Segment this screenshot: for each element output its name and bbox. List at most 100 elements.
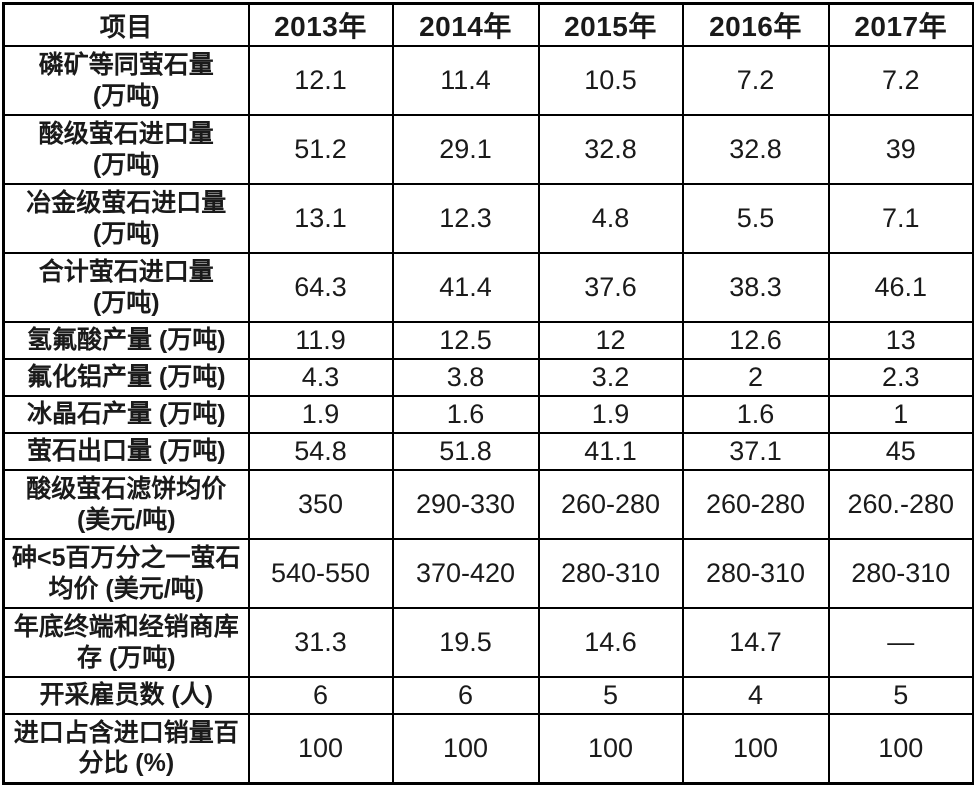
data-cell: — [827,607,974,678]
data-cell: 3.2 [537,358,684,397]
row-label: 砷<5百万分之一萤石 均价 (美元/吨) [2,538,250,609]
data-cell: 12 [537,321,684,360]
data-cell: 29.1 [391,114,540,185]
row-label: 开采雇员数 (人) [2,676,250,715]
table-row: 酸级萤石滤饼均价 (美元/吨) 350 290-330 260-280 260-280 2… [2,469,974,540]
data-cell: 12.1 [247,45,394,116]
data-cell: 32.8 [537,114,684,185]
data-cell: 1.9 [247,395,394,434]
data-cell: 54.8 [247,432,394,471]
table-row: 氟化铝产量 (万吨) 4.3 3.8 3.2 2 2.3 [2,358,974,397]
data-cell: 350 [247,469,394,540]
data-cell: 100 [827,713,974,784]
table-row: 合计萤石进口量 (万吨) 64.3 41.4 37.6 38.3 46.1 [2,252,974,323]
row-label: 酸级萤石滤饼均价 (美元/吨) [2,469,250,540]
table-row: 酸级萤石进口量 (万吨) 51.2 29.1 32.8 32.8 39 [2,114,974,185]
data-cell: 11.4 [391,45,540,116]
row-label: 冶金级萤石进口量 (万吨) [2,183,250,254]
table-row: 萤石出口量 (万吨) 54.8 51.8 41.1 37.1 45 [2,432,974,471]
data-cell: 13.1 [247,183,394,254]
column-header-year: 2014年 [391,2,540,47]
column-header-year: 2017年 [827,2,974,47]
data-cell: 260-280 [681,469,830,540]
row-label: 进口占含进口销量百 分比 (%) [2,713,250,784]
data-cell: 46.1 [827,252,974,323]
data-cell: 37.6 [537,252,684,323]
data-cell: 7.1 [827,183,974,254]
data-cell: 5.5 [681,183,830,254]
table-row: 砷<5百万分之一萤石 均价 (美元/吨) 540-550 370-420 280-31… [2,538,974,609]
data-cell: 6 [391,676,540,715]
data-cell: 12.3 [391,183,540,254]
data-cell: 38.3 [681,252,830,323]
data-cell: 290-330 [391,469,540,540]
column-header-year: 2016年 [681,2,830,47]
row-label: 冰晶石产量 (万吨) [2,395,250,434]
data-cell: 260-280 [537,469,684,540]
data-cell: 12.5 [391,321,540,360]
data-cell: 7.2 [827,45,974,116]
data-cell: 12.6 [681,321,830,360]
table-body: 磷矿等同萤石量 (万吨) 12.1 11.4 10.5 7.2 7.2 酸级萤石进口量 (万… [2,45,974,784]
data-cell: 10.5 [537,45,684,116]
row-label: 磷矿等同萤石量 (万吨) [2,45,250,116]
data-cell: 45 [827,432,974,471]
data-cell: 2.3 [827,358,974,397]
data-cell: 4 [681,676,830,715]
data-cell: 280-310 [681,538,830,609]
row-label: 酸级萤石进口量 (万吨) [2,114,250,185]
data-cell: 51.8 [391,432,540,471]
data-cell: 6 [247,676,394,715]
data-cell: 540-550 [247,538,394,609]
data-cell: 2 [681,358,830,397]
data-cell: 100 [681,713,830,784]
data-cell: 32.8 [681,114,830,185]
data-cell: 5 [827,676,974,715]
data-cell: 13 [827,321,974,360]
row-label: 合计萤石进口量 (万吨) [2,252,250,323]
data-cell: 41.1 [537,432,684,471]
column-header-item: 项目 [2,2,250,47]
data-cell: 11.9 [247,321,394,360]
data-cell: 1.6 [391,395,540,434]
row-label: 年底终端和经销商库 存 (万吨) [2,607,250,678]
data-cell: 7.2 [681,45,830,116]
data-cell: 100 [537,713,684,784]
data-cell: 4.3 [247,358,394,397]
row-label: 氢氟酸产量 (万吨) [2,321,250,360]
data-cell: 1.9 [537,395,684,434]
table-row: 进口占含进口销量百 分比 (%) 100 100 100 100 100 [2,713,974,784]
data-cell: 100 [247,713,394,784]
row-label: 萤石出口量 (万吨) [2,432,250,471]
row-label: 氟化铝产量 (万吨) [2,358,250,397]
data-cell: 1.6 [681,395,830,434]
data-cell: 4.8 [537,183,684,254]
data-cell: 280-310 [827,538,974,609]
column-header-year: 2013年 [247,2,394,47]
data-cell: 31.3 [247,607,394,678]
data-cell: 19.5 [391,607,540,678]
column-header-year: 2015年 [537,2,684,47]
table-row: 年底终端和经销商库 存 (万吨) 31.3 19.5 14.6 14.7— [2,607,974,678]
table-row: 氢氟酸产量 (万吨) 11.9 12.5 12 12.6 13 [2,321,974,360]
table-row: 磷矿等同萤石量 (万吨) 12.1 11.4 10.5 7.2 7.2 [2,45,974,116]
data-cell: 370-420 [391,538,540,609]
table-row: 开采雇员数 (人) 6 6 5 4 5 [2,676,974,715]
data-cell: 5 [537,676,684,715]
data-cell: 64.3 [247,252,394,323]
data-cell: 14.6 [537,607,684,678]
data-cell: 280-310 [537,538,684,609]
data-cell: 100 [391,713,540,784]
table-row: 冰晶石产量 (万吨) 1.9 1.6 1.9 1.6 1 [2,395,974,434]
table-header-row: 项目 2013年 2014年 2015年 2016年 2017年 [2,2,974,47]
data-cell: 260.-280 [827,469,974,540]
data-cell: 39 [827,114,974,185]
data-cell: 51.2 [247,114,394,185]
data-cell: 14.7 [681,607,830,678]
data-cell: 3.8 [391,358,540,397]
data-cell: 41.4 [391,252,540,323]
data-cell: 37.1 [681,432,830,471]
data-cell: 1 [827,395,974,434]
